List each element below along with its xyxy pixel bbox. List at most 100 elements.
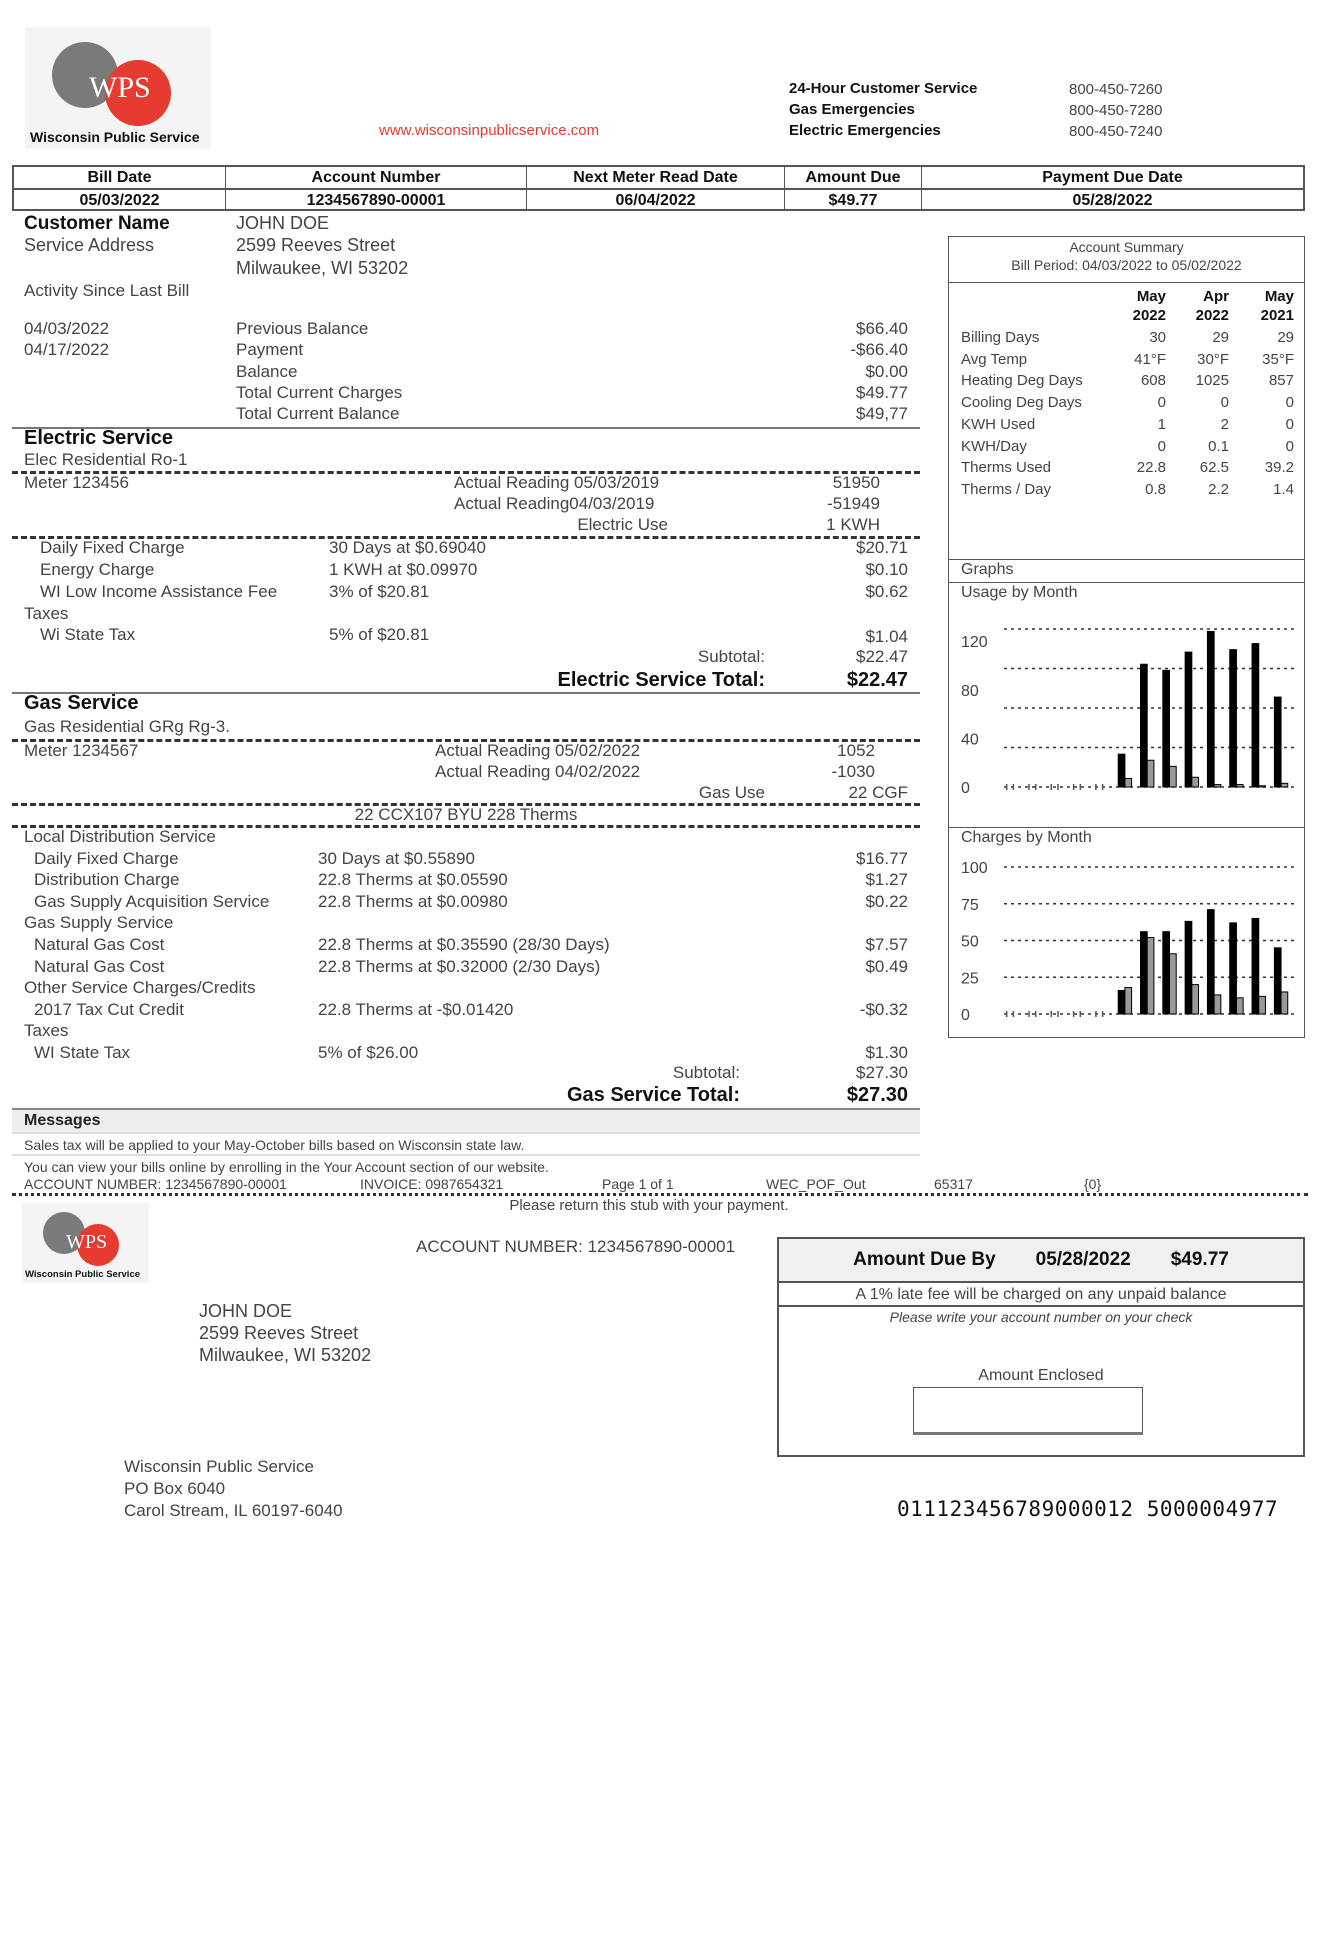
dashed-divider	[12, 803, 920, 806]
bar	[1140, 663, 1148, 788]
bar	[1191, 776, 1200, 788]
reading-label: Actual Reading 05/03/2019	[454, 473, 660, 492]
bar	[1169, 765, 1177, 788]
charge-label: Energy Charge	[40, 560, 155, 579]
bar	[1117, 989, 1126, 1015]
charge-label: Natural Gas Cost	[34, 956, 165, 976]
header-bill-date: Bill Date	[14, 167, 226, 188]
activity-desc: Total Current Charges	[236, 382, 403, 402]
summary-row-value: 1025	[1195, 372, 1229, 390]
charge-label: Natural Gas Cost	[34, 935, 165, 954]
subtotal-amount: $22.47	[856, 647, 908, 666]
wps-logo-small: WPS Wisconsin Public Service	[22, 1203, 149, 1283]
stub-customer-address: JOHN DOE 2599 Reeves Street Milwaukee, W…	[199, 1300, 371, 1366]
use-value: 1 KWH	[826, 515, 880, 534]
bar	[1251, 917, 1260, 1015]
y-tick-label: 80	[961, 683, 979, 700]
late-fee-note: A 1% late fee will be charged on any unp…	[779, 1283, 1303, 1307]
return-note: Please return this stub with your paymen…	[509, 1197, 789, 1214]
svg-text:Wisconsin Public Service: Wisconsin Public Service	[30, 129, 200, 145]
bar	[1169, 953, 1177, 1015]
bar	[1117, 753, 1126, 788]
activity-amount: -$66.40	[850, 340, 908, 360]
bill-date-value: 05/03/2022	[14, 188, 226, 209]
bar	[1162, 669, 1171, 788]
summary-row-label: Cooling Deg Days	[961, 394, 1082, 412]
reading-value: -1030	[831, 762, 875, 781]
messages-section: Messages Sales tax will be applied to yo…	[12, 1108, 920, 1177]
bar	[1273, 696, 1282, 788]
bar	[1213, 994, 1222, 1015]
summary-row-label: Therms / Day	[961, 480, 1052, 498]
contact-label: 24-Hour Customer Service	[789, 80, 978, 97]
next-read-value: 06/04/2022	[527, 188, 785, 209]
activity-amount: $0.00	[865, 361, 908, 381]
payment-box: Amount Due By 05/28/2022 $49.77 A 1% lat…	[777, 1237, 1305, 1457]
gas-service-title: Gas Service	[24, 692, 139, 714]
charge-label: WI State Tax	[34, 1043, 131, 1062]
charge-detail: 22.8 Therms at $0.35590 (28/30 Days)	[318, 935, 610, 954]
summary-column-year: 2021	[1260, 307, 1294, 324]
bar	[1229, 922, 1237, 1015]
remit-address: Wisconsin Public Service PO Box 6040 Car…	[124, 1456, 343, 1522]
wps-logo: WPS Wisconsin Public Service	[25, 27, 211, 149]
amount-due-value: $49.77	[785, 188, 922, 209]
header-payment-due: Payment Due Date	[1042, 169, 1183, 186]
gas-total-amount: $27.30	[846, 1084, 908, 1106]
amount-due-by-bar: Amount Due By 05/28/2022 $49.77	[779, 1239, 1303, 1283]
charge-label: WI Low Income Assistance Fee	[40, 582, 278, 601]
y-tick-label: 0	[961, 780, 970, 797]
dashed-divider	[12, 825, 920, 828]
electric-total-amount: $22.47	[846, 669, 908, 691]
summary-row-value: 0.1	[1208, 437, 1229, 455]
stub-customer-city: Milwaukee, WI 53202	[199, 1345, 372, 1365]
charge-amount: $0.10	[865, 560, 908, 579]
bar	[1213, 784, 1222, 788]
charge-detail: 30 Days at $0.55890	[318, 848, 475, 868]
bar	[1235, 784, 1244, 788]
contact-phone: 800-450-7240	[1069, 123, 1163, 140]
usage-chart-title: Usage by Month	[961, 584, 1078, 601]
due-date: 05/28/2022	[1035, 1249, 1131, 1270]
due-label: Amount Due By	[853, 1249, 996, 1270]
gas-rate: Gas Residential GRg Rg-3.	[24, 717, 230, 736]
charge-label: Daily Fixed Charge	[34, 848, 179, 868]
summary-row-value: 0	[1285, 394, 1294, 412]
amount-enclosed-input[interactable]	[913, 1387, 1143, 1435]
tax-detail: 5% of $20.81	[329, 625, 430, 644]
charge-label: Distribution Charge	[34, 870, 180, 890]
charge-amount: $0.49	[865, 956, 908, 976]
svg-text:WPS: WPS	[89, 71, 151, 104]
charge-amount: $0.62	[865, 582, 908, 601]
y-tick-label: 0	[961, 1007, 970, 1024]
gas-total-label: Gas Service Total:	[566, 1084, 740, 1106]
summary-row-label: KWH/Day	[961, 437, 1027, 455]
summary-row-value: 857	[1268, 372, 1294, 390]
summary-row-value: 2.2	[1208, 480, 1229, 498]
dashed-divider	[12, 536, 920, 539]
summary-row-label: Billing Days	[961, 329, 1040, 346]
summary-column-month: May	[1136, 288, 1166, 305]
summary-row-value: 29	[1277, 329, 1294, 346]
contact-phone: 800-450-7260	[1069, 81, 1163, 98]
stub-account-number: ACCOUNT NUMBER: 1234567890-00001	[416, 1237, 736, 1256]
website-link[interactable]: www.wisconsinpublicservice.com	[379, 122, 600, 139]
bar	[1184, 920, 1193, 1015]
summary-row-value: 30°F	[1197, 350, 1229, 368]
summary-row-value: 0.8	[1145, 480, 1166, 498]
bar	[1280, 782, 1289, 788]
bar	[1280, 991, 1289, 1015]
bar	[1206, 909, 1215, 1015]
charge-amount: $20.71	[856, 538, 908, 557]
ref-code: WEC_POF_Out	[766, 1176, 866, 1192]
remit-city: Carol Stream, IL 60197-6040	[124, 1501, 343, 1520]
activity-desc: Previous Balance	[236, 319, 369, 338]
bar	[1184, 651, 1193, 788]
reading-label: Actual Reading 04/02/2022	[435, 762, 641, 781]
stub-customer-name: JOHN DOE	[199, 1301, 293, 1321]
ref-page: Page 1 of 1	[602, 1176, 674, 1192]
electric-service-title: Electric Service	[24, 427, 173, 449]
summary-row-value: 608	[1140, 372, 1166, 390]
charge-amount: -$0.32	[859, 999, 908, 1019]
charge-detail: 1 KWH at $0.09970	[329, 560, 478, 579]
